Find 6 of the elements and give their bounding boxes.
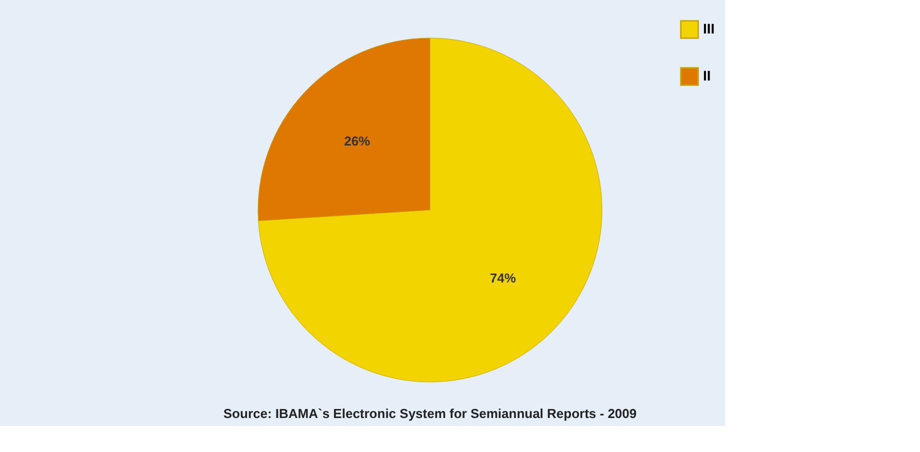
- source-note: Source: IBAMA`s Electronic System for Semiannual Reports - 2009: [223, 406, 637, 421]
- pie-slice: [258, 38, 602, 382]
- legend-label: II: [703, 68, 711, 84]
- legend-label: III: [703, 20, 715, 36]
- data-label: 74%: [490, 270, 516, 286]
- data-label: 26%: [344, 134, 371, 149]
